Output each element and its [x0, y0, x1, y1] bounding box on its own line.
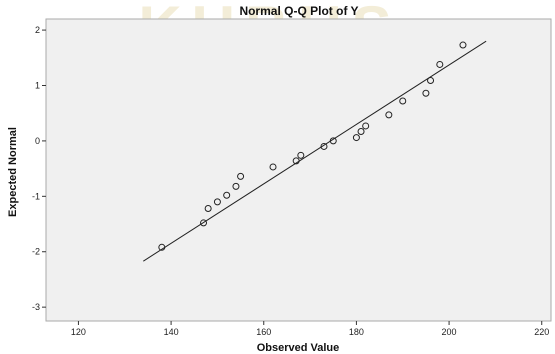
data-point [292, 157, 300, 165]
y-tick-label: 0 [35, 136, 40, 146]
data-point [269, 163, 277, 171]
y-tick-label: 1 [35, 80, 40, 90]
data-point [213, 198, 221, 206]
data-point [422, 89, 430, 97]
data-point [357, 127, 365, 135]
data-point [399, 97, 407, 105]
y-tick-label: -2 [32, 247, 40, 257]
data-point [232, 182, 240, 190]
x-tick-label: 160 [256, 327, 271, 337]
data-point [223, 191, 231, 199]
data-point [237, 172, 245, 180]
x-tick-label: 120 [71, 327, 86, 337]
data-point [362, 122, 370, 130]
data-point [204, 205, 212, 213]
y-axis-label: Expected Normal [7, 127, 19, 217]
x-tick-label: 140 [164, 327, 179, 337]
x-tick-label: 180 [349, 327, 364, 337]
data-point [320, 142, 328, 150]
data-point [329, 137, 337, 145]
x-tick-label: 200 [442, 327, 457, 337]
chart-title: Normal Q-Q Plot of Y [239, 4, 358, 18]
data-points [158, 41, 467, 251]
y-axis: 2 1 0 -1 -2 -3 [32, 25, 46, 312]
data-point [427, 77, 435, 85]
x-axis-label: Observed Value [257, 342, 340, 354]
y-tick-label: -3 [32, 302, 40, 312]
data-point [459, 41, 467, 49]
y-tick-label: 2 [35, 25, 40, 35]
y-tick-label: -1 [32, 191, 40, 201]
plot-area [45, 18, 552, 322]
x-tick-label: 220 [534, 327, 549, 337]
data-point [436, 60, 444, 68]
data-point [297, 151, 305, 159]
x-axis: 120 140 160 180 200 220 [71, 321, 549, 337]
data-point [352, 134, 360, 142]
data-point [385, 111, 393, 119]
data-point [200, 219, 208, 227]
data-point [158, 243, 166, 251]
